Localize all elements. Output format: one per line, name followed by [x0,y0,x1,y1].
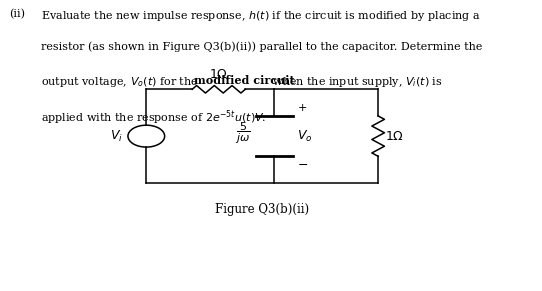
Text: $\dfrac{5}{j\omega}$: $\dfrac{5}{j\omega}$ [235,120,251,146]
Text: Evaluate the new impulse response, $h(t)$ if the circuit is modified by placing : Evaluate the new impulse response, $h(t)… [42,9,481,23]
Text: output voltage, $V_o(t)$ for the: output voltage, $V_o(t)$ for the [42,75,199,89]
Text: when the input supply, $V_i(t)$ is: when the input supply, $V_i(t)$ is [268,75,442,89]
Text: −: − [298,159,308,172]
Text: +: + [298,103,307,113]
Text: Figure Q3(b)(ii): Figure Q3(b)(ii) [215,203,309,216]
Text: $V_o$: $V_o$ [298,129,313,144]
Text: (ii): (ii) [9,9,24,19]
Text: applied with the response of $2e^{-5t}u(t)V$.: applied with the response of $2e^{-5t}u(… [42,108,267,127]
Text: modified circuit: modified circuit [193,75,294,86]
Text: $V_i$: $V_i$ [110,129,123,144]
Text: $1\Omega$: $1\Omega$ [209,68,228,81]
Text: $1\Omega$: $1\Omega$ [385,129,404,143]
Text: resistor (as shown in Figure Q3(b)(ii)) parallel to the capacitor. Determine the: resistor (as shown in Figure Q3(b)(ii)) … [42,42,483,52]
